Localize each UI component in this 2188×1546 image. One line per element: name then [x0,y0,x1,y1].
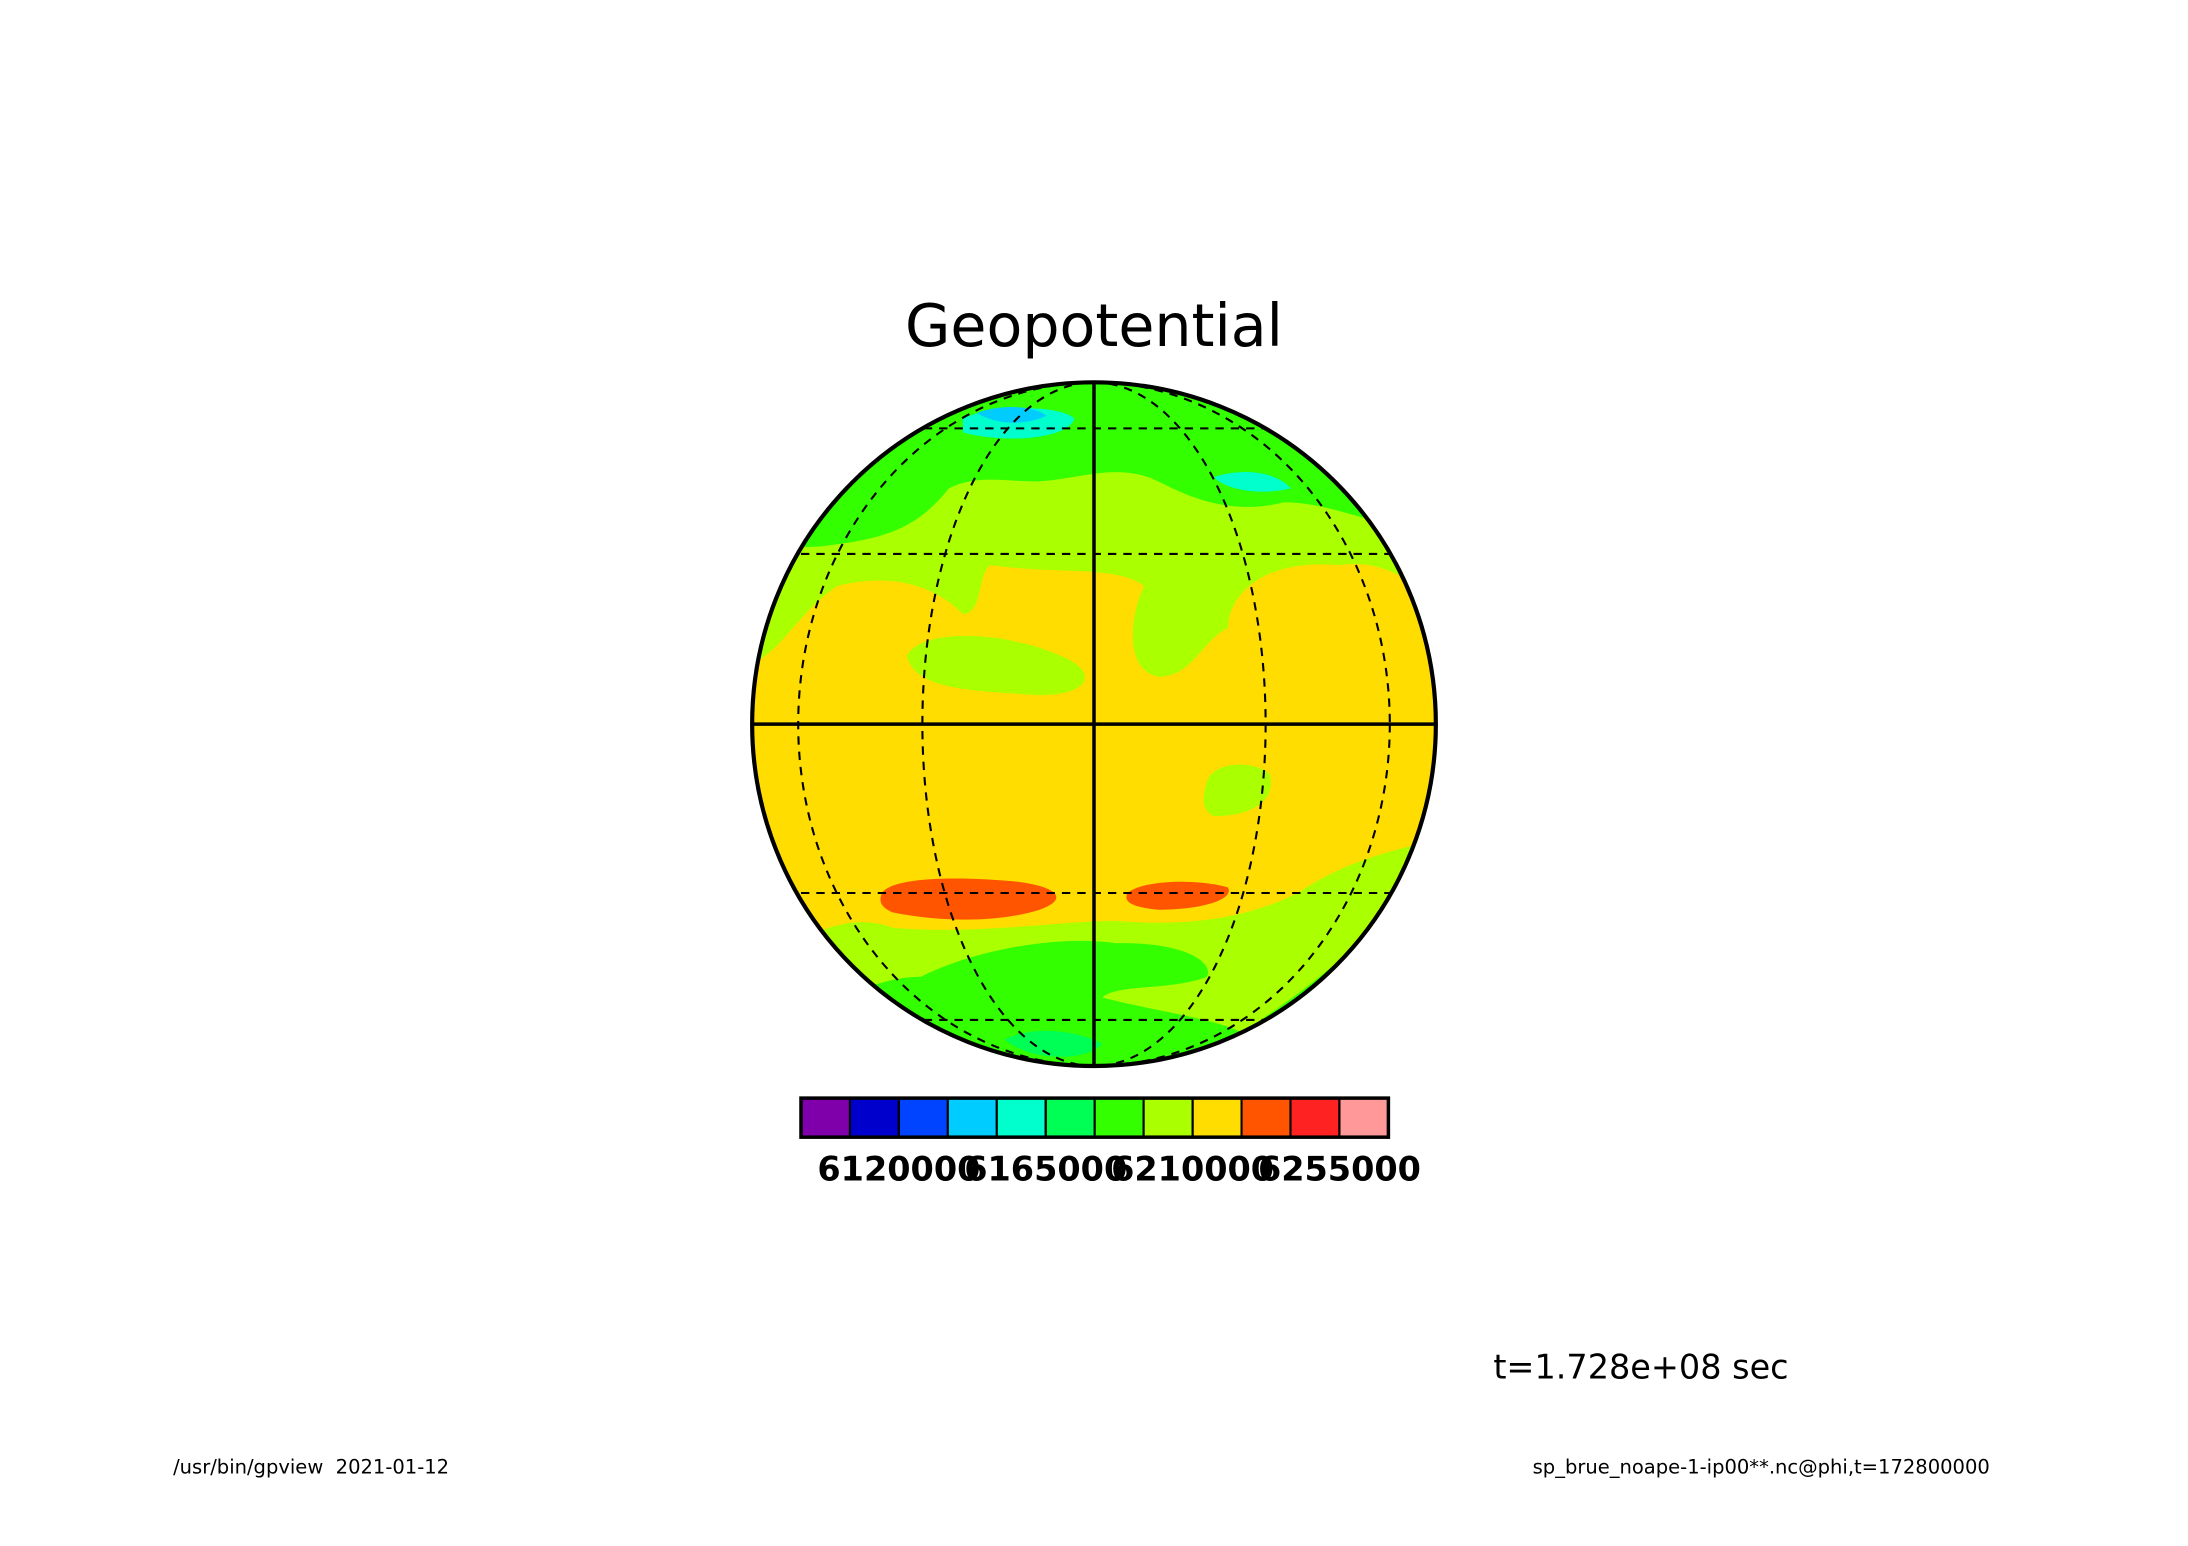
field-region [1203,764,1271,817]
footer-right: sp_brue_noape-1-ip00**.nc@phi,t=17280000… [1533,1455,1990,1478]
colorbar-box [1044,1097,1096,1139]
field-region [1004,1030,1103,1057]
colorbar-box [848,1097,900,1139]
colorbar-tick-label: 6120000 [817,1149,980,1188]
globe-outline [750,380,1438,1069]
colorbar-box [946,1097,998,1139]
field-region [907,635,1085,696]
colorbar-box [1142,1097,1194,1139]
colorbar-box [1191,1097,1243,1139]
colorbar-box [1240,1097,1292,1139]
colorbar-box [897,1097,949,1139]
field-region [1213,472,1291,492]
globe-field [752,382,1436,1067]
field-region [976,407,1047,423]
chart-title: Geopotential [905,292,1283,360]
colorbar-box [1338,1097,1390,1139]
colorbar-tick-label: 6255000 [1258,1149,1421,1188]
colorbar-box [995,1097,1047,1139]
field-region [880,878,1057,920]
colorbar-tick-label: 6210000 [1111,1149,1274,1188]
colorbar-box [1093,1097,1145,1139]
field-region [1126,881,1229,910]
colorbar-tick-label: 6165000 [964,1149,1127,1188]
footer-left: /usr/bin/gpview 2021-01-12 [173,1455,449,1478]
time-annotation: t=1.728e+08 sec [1493,1348,1788,1387]
colorbar-box [799,1097,851,1139]
colorbar-box [1289,1097,1341,1139]
colorbar-frame [799,1096,1391,1139]
